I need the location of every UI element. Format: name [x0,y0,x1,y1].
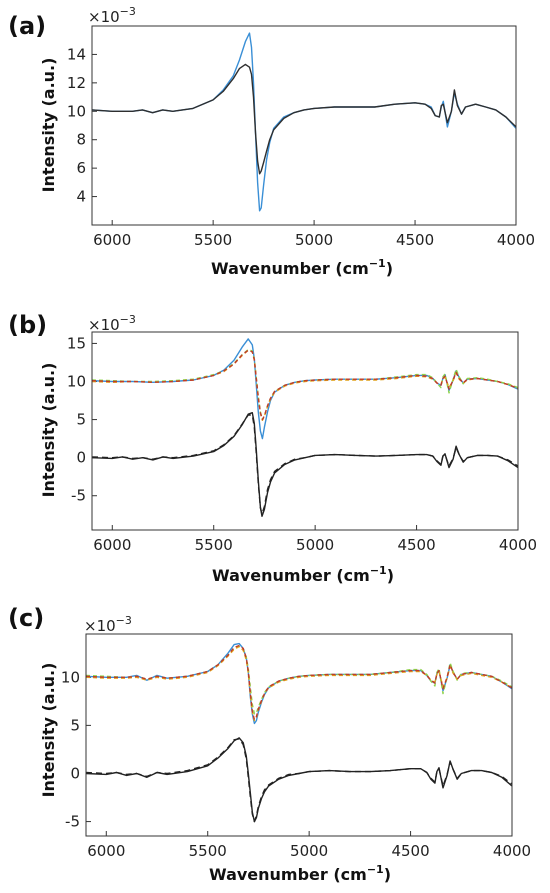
panel-label: (c) [8,604,44,632]
series-group [85,642,513,823]
x-tick-label: 5500 [189,842,227,860]
y-tick-label: 12 [67,74,86,92]
x-tick-label: 6000 [87,842,125,860]
panel-a: (a) ×10−3 Intensity (a.u.) Wavenumber (c… [0,0,550,293]
panel-label: (b) [8,311,47,339]
series-line-4 [91,349,519,421]
series-line-6 [85,738,513,823]
y-tick-label: 10 [61,668,80,686]
y-axis-label: Intensity (a.u.) [39,58,58,193]
series-line-2 [91,63,517,175]
x-axis-label: Wavenumber (cm−1) [211,257,393,278]
y-tick-label: 6 [76,159,86,177]
y-tick-label: 8 [76,131,86,149]
panel-b: (b) ×10−3 Intensity (a.u.) Wavenumber (c… [0,300,550,595]
chart-a: (a) ×10−3 Intensity (a.u.) Wavenumber (c… [8,5,535,278]
y-tick-label: -5 [71,487,86,505]
y-tick-label: 4 [76,188,86,206]
ticks: 6000 5500 5000 4500 4000 -5 0 5 10 [61,668,531,860]
x-tick-label: 4500 [396,231,434,249]
scale-factor: ×10−3 [88,313,136,334]
chart-c: (c) ×10−3 Intensity (a.u.) Wavenumber (c… [8,604,531,884]
x-axis-label: Wavenumber (cm−1) [209,863,391,884]
ticks: 6000 5500 5000 4500 4000 4 6 8 10 12 14 [67,45,535,249]
x-tick-label: 4000 [497,231,535,249]
y-tick-label: -5 [65,813,80,831]
y-tick-label: 10 [67,373,86,391]
series-group [91,338,519,517]
series-line-2 [85,645,513,715]
x-tick-label: 5500 [195,536,233,554]
chart-b: (b) ×10−3 Intensity (a.u.) Wavenumber (c… [8,311,537,585]
y-tick-label: 14 [67,45,86,63]
plot-frame [85,633,513,837]
y-tick-label: 5 [76,411,86,429]
series-line-1 [91,32,517,212]
x-tick-label: 5000 [290,842,328,860]
panel-label: (a) [8,12,46,40]
x-tick-label: 6000 [93,231,131,249]
series-line-2 [91,348,519,421]
y-tick-label: 0 [76,449,86,467]
series-line-5 [85,737,513,823]
scale-factor: ×10−3 [84,614,132,635]
y-tick-label: 5 [70,716,80,734]
series-line-4 [85,644,513,721]
series-line-3 [91,349,519,421]
x-axis-label: Wavenumber (cm−1) [212,564,394,585]
plot-frame [91,25,517,226]
x-tick-label: 6000 [93,536,131,554]
y-tick-label: 10 [67,102,86,120]
series-line-5 [91,412,519,517]
y-axis-label: Intensity (a.u.) [39,363,58,498]
x-tick-label: 5000 [295,231,333,249]
panel-c: (c) ×10−3 Intensity (a.u.) Wavenumber (c… [0,598,550,893]
series-line-1 [85,642,513,725]
plot-frame [91,331,519,531]
series-line-3 [85,645,513,722]
x-tick-label: 5500 [194,231,232,249]
x-tick-label: 4500 [391,842,429,860]
x-tick-label: 5000 [296,536,334,554]
series-group [91,32,517,212]
y-tick-label: 0 [70,764,80,782]
y-tick-label: 15 [67,334,86,352]
ticks: 6000 5500 5000 4500 4000 -5 0 5 10 15 [67,334,537,554]
scale-factor: ×10−3 [88,5,136,26]
x-tick-label: 4500 [397,536,435,554]
x-tick-label: 4000 [493,842,531,860]
x-tick-label: 4000 [499,536,537,554]
y-axis-label: Intensity (a.u.) [39,663,58,798]
series-line-6 [91,414,519,515]
series-line-1 [91,338,519,440]
